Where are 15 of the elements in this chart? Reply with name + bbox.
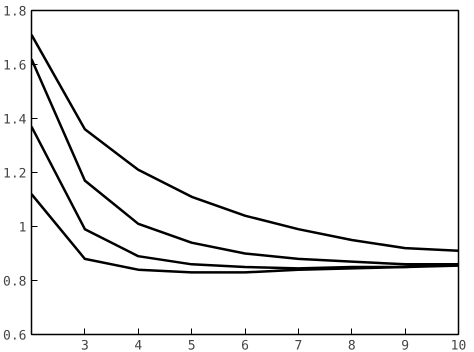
y-tick-label: 1.6 [3,58,27,74]
x-tick-label: 8 [348,338,356,352]
y-tick-label: 1 [18,220,26,236]
y-tick-label: 1.2 [3,166,27,182]
y-tick-label: 1.4 [3,112,27,128]
x-tick-label: 10 [450,338,466,352]
y-tick-label: 0.8 [3,274,27,290]
x-tick-label: 4 [134,338,142,352]
x-tick-label: 7 [294,338,302,352]
x-tick-label: 9 [401,338,410,352]
x-tick-label: 5 [188,338,196,352]
x-tick-label: 3 [80,338,89,352]
x-tick-label: 6 [241,338,249,352]
y-tick-label: 1.8 [3,4,27,20]
y-tick-label: 0.6 [3,328,27,344]
